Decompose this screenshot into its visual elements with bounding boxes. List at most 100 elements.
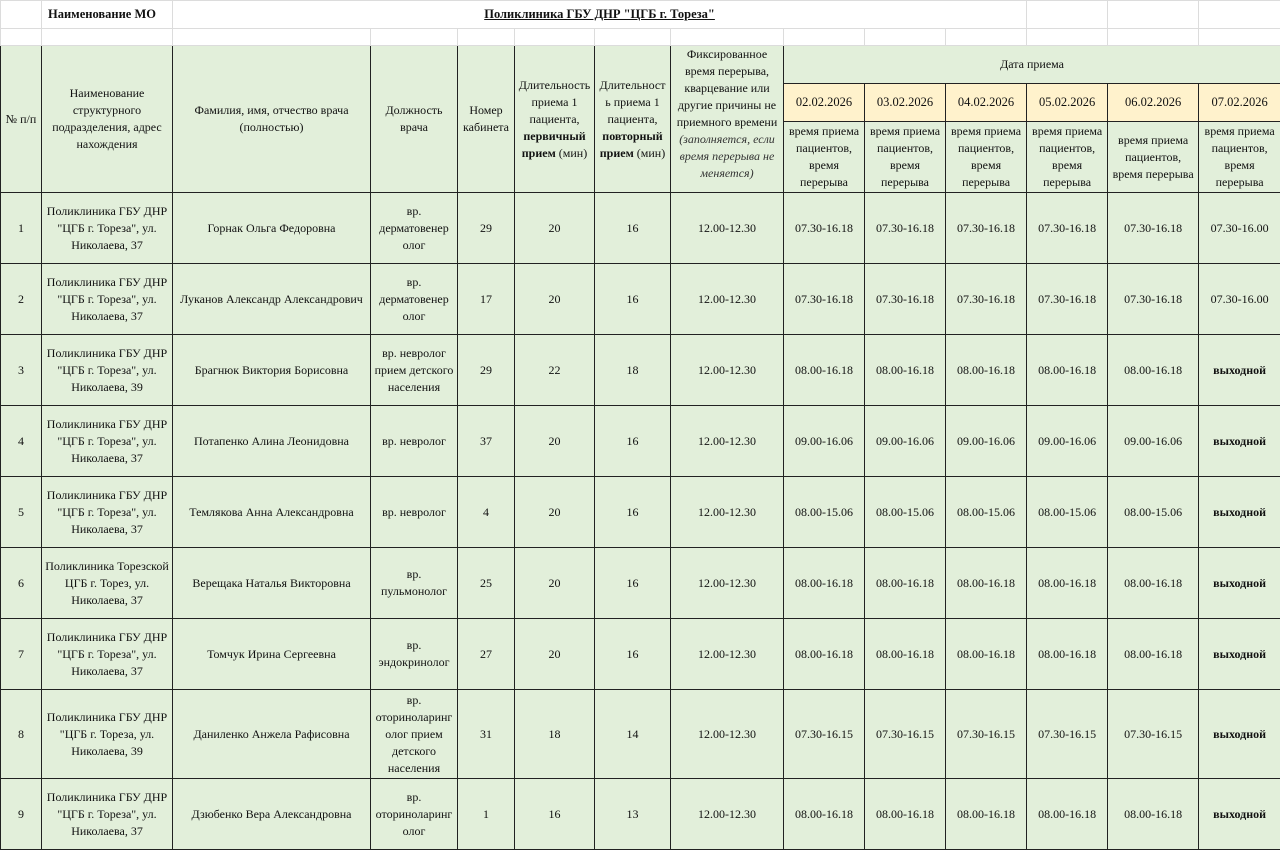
cell-num[interactable]: 5 xyxy=(1,477,42,548)
cell-repeat[interactable]: 16 xyxy=(595,477,671,548)
cell-doctor[interactable]: Потапенко Алина Леонидовна xyxy=(173,406,371,477)
cell-time-05.02.2026[interactable]: 08.00-16.18 xyxy=(1027,779,1108,850)
cell-time-04.02.2026[interactable]: 08.00-16.18 xyxy=(946,779,1027,850)
cell-time-07.02.2026[interactable]: 07.30-16.00 xyxy=(1199,264,1280,335)
cell-doctor[interactable]: Дзюбенко Вера Александровна xyxy=(173,779,371,850)
cell-break[interactable]: 12.00-12.30 xyxy=(671,477,784,548)
cell-time-03.02.2026[interactable]: 08.00-15.06 xyxy=(865,477,946,548)
cell-time-06.02.2026[interactable]: 07.30-16.18 xyxy=(1108,193,1199,264)
header-room[interactable]: Номер кабинета xyxy=(458,46,515,193)
cell-room[interactable]: 1 xyxy=(458,779,515,850)
cell-department[interactable]: Поликлиника ГБУ ДНР "ЦГБ г. Тореза", ул.… xyxy=(42,406,173,477)
cell-break[interactable]: 12.00-12.30 xyxy=(671,406,784,477)
cell-num[interactable]: 3 xyxy=(1,335,42,406)
date-header-02.02.2026[interactable]: 02.02.2026 xyxy=(784,84,865,122)
cell-time-07.02.2026[interactable]: 07.30-16.00 xyxy=(1199,193,1280,264)
cell-repeat[interactable]: 16 xyxy=(595,619,671,690)
cell-time-03.02.2026[interactable]: 08.00-16.18 xyxy=(865,619,946,690)
date-subheader[interactable]: время приема пациентов, время перерыва xyxy=(865,122,946,193)
cell-time-04.02.2026[interactable]: 08.00-15.06 xyxy=(946,477,1027,548)
cell-num[interactable]: 7 xyxy=(1,619,42,690)
cell-num[interactable]: 6 xyxy=(1,548,42,619)
cell-num[interactable]: 2 xyxy=(1,264,42,335)
cell-primary[interactable]: 18 xyxy=(515,690,595,779)
cell-time-07.02.2026[interactable]: выходной xyxy=(1199,690,1280,779)
cell-time-02.02.2026[interactable]: 07.30-16.15 xyxy=(784,690,865,779)
cell[interactable] xyxy=(515,29,595,46)
cell-time-02.02.2026[interactable]: 08.00-16.18 xyxy=(784,548,865,619)
cell[interactable] xyxy=(1027,29,1108,46)
cell-repeat[interactable]: 18 xyxy=(595,335,671,406)
cell-num[interactable]: 8 xyxy=(1,690,42,779)
cell-time-05.02.2026[interactable]: 07.30-16.18 xyxy=(1027,193,1108,264)
cell-time-04.02.2026[interactable]: 07.30-16.18 xyxy=(946,264,1027,335)
cell[interactable] xyxy=(173,29,371,46)
cell-time-05.02.2026[interactable]: 08.00-16.18 xyxy=(1027,548,1108,619)
date-header-05.02.2026[interactable]: 05.02.2026 xyxy=(1027,84,1108,122)
cell-repeat[interactable]: 13 xyxy=(595,779,671,850)
cell-room[interactable]: 27 xyxy=(458,619,515,690)
cell-time-07.02.2026[interactable]: выходной xyxy=(1199,406,1280,477)
cell-time-06.02.2026[interactable]: 08.00-16.18 xyxy=(1108,619,1199,690)
cell-primary[interactable]: 20 xyxy=(515,193,595,264)
cell[interactable] xyxy=(1199,29,1280,46)
cell-room[interactable]: 25 xyxy=(458,548,515,619)
cell-doctor[interactable]: Горнак Ольга Федоровна xyxy=(173,193,371,264)
date-header-03.02.2026[interactable]: 03.02.2026 xyxy=(865,84,946,122)
cell-position[interactable]: вр. невролог прием детского населения xyxy=(371,335,458,406)
header-date-group[interactable]: Дата приема xyxy=(784,46,1280,84)
cell-position[interactable]: вр. эндокринолог xyxy=(371,619,458,690)
cell[interactable] xyxy=(671,29,784,46)
cell-repeat[interactable]: 16 xyxy=(595,264,671,335)
cell-time-07.02.2026[interactable]: выходной xyxy=(1199,619,1280,690)
cell-time-06.02.2026[interactable]: 09.00-16.06 xyxy=(1108,406,1199,477)
cell[interactable] xyxy=(1199,1,1280,29)
cell-room[interactable]: 37 xyxy=(458,406,515,477)
cell-time-03.02.2026[interactable]: 08.00-16.18 xyxy=(865,548,946,619)
cell-position[interactable]: вр. дерматовенер олог xyxy=(371,264,458,335)
cell-time-04.02.2026[interactable]: 08.00-16.18 xyxy=(946,548,1027,619)
cell-time-02.02.2026[interactable]: 08.00-16.18 xyxy=(784,335,865,406)
cell-time-06.02.2026[interactable]: 08.00-16.18 xyxy=(1108,548,1199,619)
cell-time-03.02.2026[interactable]: 07.30-16.18 xyxy=(865,264,946,335)
cell-time-02.02.2026[interactable]: 08.00-15.06 xyxy=(784,477,865,548)
cell-doctor[interactable]: Темлякова Анна Александровна xyxy=(173,477,371,548)
cell-time-02.02.2026[interactable]: 08.00-16.18 xyxy=(784,779,865,850)
header-department[interactable]: Наименование структурного подразделения,… xyxy=(42,46,173,193)
cell-department[interactable]: Поликлиника ГБУ ДНР "ЦГБ г. Тореза", ул.… xyxy=(42,335,173,406)
cell[interactable] xyxy=(458,29,515,46)
cell-department[interactable]: Поликлиника ГБУ ДНР "ЦГБ г. Тореза, ул. … xyxy=(42,690,173,779)
cell-primary[interactable]: 20 xyxy=(515,477,595,548)
cell-time-06.02.2026[interactable]: 08.00-16.18 xyxy=(1108,779,1199,850)
cell-time-07.02.2026[interactable]: выходной xyxy=(1199,335,1280,406)
cell-doctor[interactable]: Брагнюк Виктория Борисовна xyxy=(173,335,371,406)
cell[interactable] xyxy=(784,29,865,46)
cell-primary[interactable]: 16 xyxy=(515,779,595,850)
cell[interactable] xyxy=(595,29,671,46)
cell-room[interactable]: 4 xyxy=(458,477,515,548)
date-header-06.02.2026[interactable]: 06.02.2026 xyxy=(1108,84,1199,122)
cell[interactable] xyxy=(865,29,946,46)
cell-time-05.02.2026[interactable]: 07.30-16.15 xyxy=(1027,690,1108,779)
cell[interactable] xyxy=(1108,29,1199,46)
cell-time-06.02.2026[interactable]: 08.00-16.18 xyxy=(1108,335,1199,406)
cell-num[interactable]: 1 xyxy=(1,193,42,264)
header-position[interactable]: Должность врача xyxy=(371,46,458,193)
cell-time-05.02.2026[interactable]: 09.00-16.06 xyxy=(1027,406,1108,477)
cell-position[interactable]: вр. дерматовенер олог xyxy=(371,193,458,264)
cell-time-06.02.2026[interactable]: 07.30-16.18 xyxy=(1108,264,1199,335)
cell[interactable] xyxy=(371,29,458,46)
header-repeat[interactable]: Длительност ь приема 1 пациента, повторн… xyxy=(595,46,671,193)
date-subheader[interactable]: время приема пациентов, время перерыва xyxy=(1027,122,1108,193)
cell[interactable] xyxy=(946,29,1027,46)
cell[interactable] xyxy=(42,29,173,46)
cell-num[interactable]: 9 xyxy=(1,779,42,850)
date-header-07.02.2026[interactable]: 07.02.2026 xyxy=(1199,84,1280,122)
cell-department[interactable]: Поликлиника Торезской ЦГБ г. Торез, ул. … xyxy=(42,548,173,619)
cell-time-07.02.2026[interactable]: выходной xyxy=(1199,477,1280,548)
cell-time-02.02.2026[interactable]: 08.00-16.18 xyxy=(784,619,865,690)
cell-department[interactable]: Поликлиника ГБУ ДНР "ЦГБ г. Тореза", ул.… xyxy=(42,264,173,335)
cell[interactable] xyxy=(1,1,42,29)
cell-time-03.02.2026[interactable]: 08.00-16.18 xyxy=(865,335,946,406)
cell-break[interactable]: 12.00-12.30 xyxy=(671,690,784,779)
